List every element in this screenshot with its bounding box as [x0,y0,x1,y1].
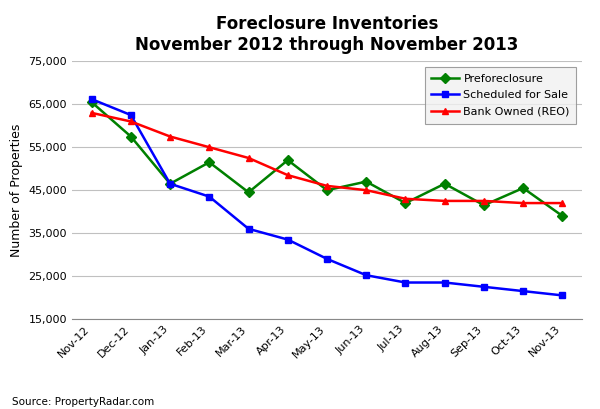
Line: Preforeclosure: Preforeclosure [88,99,566,219]
Scheduled for Sale [127,112,134,117]
Scheduled for Sale [245,227,252,231]
Scheduled for Sale [520,289,527,294]
Preforeclosure [441,181,448,186]
Scheduled for Sale [559,293,566,298]
Preforeclosure [559,213,566,218]
Bank Owned (REO) [166,134,173,139]
Title: Foreclosure Inventories
November 2012 through November 2013: Foreclosure Inventories November 2012 th… [136,16,518,54]
Scheduled for Sale [323,256,331,261]
Preforeclosure [520,186,527,191]
Preforeclosure [88,100,95,105]
Y-axis label: Number of Properties: Number of Properties [10,124,23,257]
Scheduled for Sale [206,194,213,199]
Bank Owned (REO) [206,145,213,150]
Bank Owned (REO) [245,155,252,160]
Preforeclosure [481,203,488,208]
Bank Owned (REO) [127,119,134,124]
Bank Owned (REO) [481,198,488,203]
Scheduled for Sale [402,280,409,285]
Bank Owned (REO) [520,201,527,206]
Scheduled for Sale [166,181,173,186]
Scheduled for Sale [441,280,448,285]
Scheduled for Sale [481,284,488,289]
Preforeclosure [362,179,370,184]
Bank Owned (REO) [88,110,95,115]
Preforeclosure [206,160,213,165]
Preforeclosure [284,158,292,163]
Preforeclosure [323,188,331,193]
Line: Bank Owned (REO): Bank Owned (REO) [88,110,566,207]
Scheduled for Sale [362,273,370,278]
Preforeclosure [127,134,134,139]
Preforeclosure [245,190,252,195]
Line: Scheduled for Sale: Scheduled for Sale [88,96,566,299]
Bank Owned (REO) [323,183,331,188]
Bank Owned (REO) [441,198,448,203]
Legend: Preforeclosure, Scheduled for Sale, Bank Owned (REO): Preforeclosure, Scheduled for Sale, Bank… [425,67,577,124]
Preforeclosure [166,181,173,186]
Scheduled for Sale [88,97,95,101]
Bank Owned (REO) [284,173,292,178]
Text: Source: PropertyRadar.com: Source: PropertyRadar.com [12,397,154,407]
Bank Owned (REO) [402,196,409,201]
Bank Owned (REO) [559,201,566,206]
Bank Owned (REO) [362,188,370,193]
Scheduled for Sale [284,237,292,242]
Preforeclosure [402,201,409,206]
